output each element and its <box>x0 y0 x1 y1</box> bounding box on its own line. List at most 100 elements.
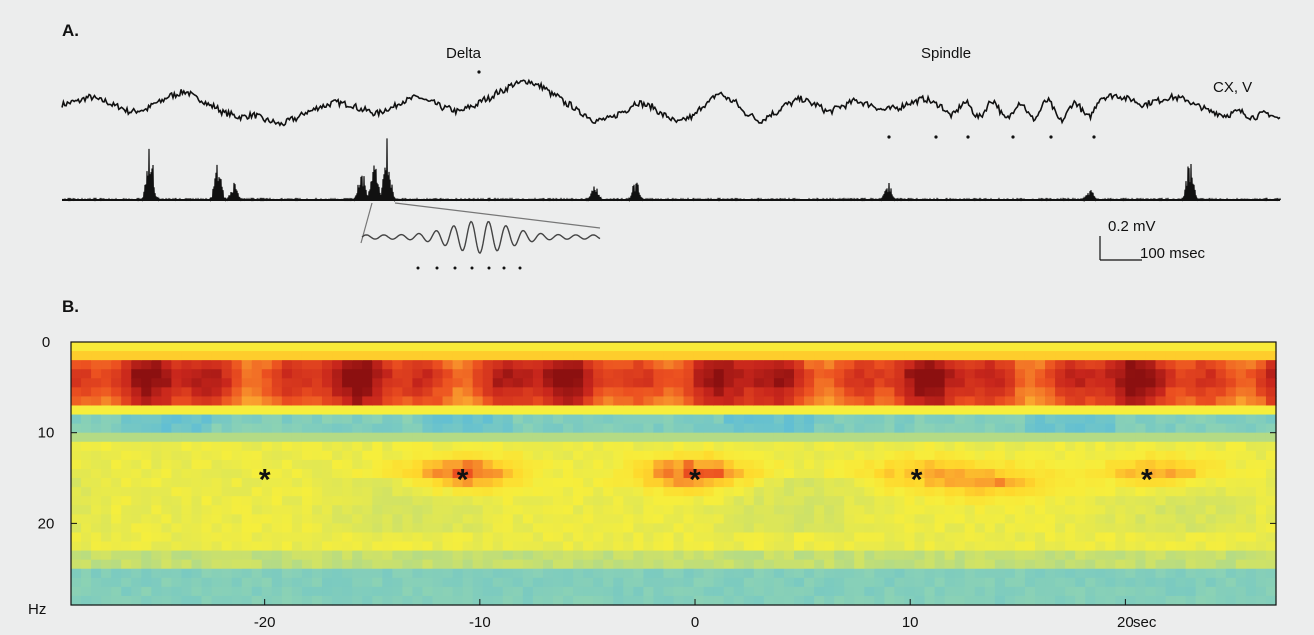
heatmap-cell <box>804 514 815 524</box>
heatmap-cell <box>653 378 665 388</box>
heatmap-cell <box>603 468 614 479</box>
heatmap-cell <box>904 459 916 470</box>
heatmap-cell <box>783 532 795 543</box>
heatmap-cell <box>1245 478 1257 488</box>
heatmap-cell <box>372 423 383 434</box>
heatmap-cell <box>402 441 414 452</box>
heatmap-cell <box>101 550 112 561</box>
heatmap-cell <box>261 577 273 588</box>
heatmap-cell <box>613 487 624 497</box>
heatmap-cell <box>221 369 233 379</box>
heatmap-cell <box>512 405 524 416</box>
heatmap-cell <box>563 396 574 407</box>
heatmap-cell <box>783 432 795 443</box>
heatmap-cell <box>944 414 956 425</box>
heatmap-cell <box>1035 423 1046 434</box>
heatmap-cell <box>1014 577 1026 588</box>
heatmap-cell <box>81 559 92 570</box>
heatmap-cell <box>653 396 665 407</box>
heatmap-cell <box>71 532 82 543</box>
heatmap-cell <box>1195 487 1207 497</box>
heatmap-cell <box>1175 532 1187 543</box>
heatmap-cell <box>1115 577 1126 588</box>
heatmap-cell <box>773 496 785 506</box>
heatmap-cell <box>723 441 735 452</box>
heatmap-cell <box>372 478 383 488</box>
heatmap-cell <box>422 441 434 452</box>
heatmap-cell <box>532 468 544 479</box>
heatmap-cell <box>894 459 906 470</box>
heatmap-cell <box>452 550 464 561</box>
heatmap-cell <box>91 577 102 588</box>
heatmap-cell <box>191 532 203 543</box>
heatmap-cell <box>291 441 303 452</box>
heatmap-cell <box>291 459 303 470</box>
heatmap-cell <box>1185 586 1197 597</box>
heatmap-cell <box>1245 432 1257 443</box>
heatmap-cell <box>1024 568 1036 579</box>
zoom-dot-1 <box>416 266 420 270</box>
heatmap-cell <box>884 468 896 479</box>
heatmap-cell <box>281 351 293 361</box>
heatmap-cell <box>472 423 484 434</box>
heatmap-cell <box>1175 595 1187 606</box>
heatmap-cell <box>161 369 173 379</box>
heatmap-cell <box>1265 505 1277 515</box>
heatmap-cell <box>804 378 815 388</box>
heatmap-cell <box>221 342 233 352</box>
heatmap-cell <box>1024 378 1036 388</box>
heatmap-cell <box>281 468 293 479</box>
heatmap-cell <box>573 414 584 425</box>
heatmap-cell <box>452 378 464 388</box>
heatmap-cell <box>1155 459 1167 470</box>
heatmap-cell <box>974 550 986 561</box>
heatmap-cell <box>1105 478 1116 488</box>
heatmap-cell <box>924 532 936 543</box>
heatmap-cell <box>623 450 634 461</box>
heatmap-cell <box>281 396 293 407</box>
heatmap-cell <box>904 342 916 352</box>
heatmap-cell <box>281 405 293 416</box>
heatmap-cell <box>643 541 655 552</box>
heatmap-cell <box>301 405 313 416</box>
heatmap-cell <box>934 342 946 352</box>
heatmap-cell <box>864 514 875 524</box>
heatmap-cell <box>382 405 393 416</box>
heatmap-cell <box>683 441 695 452</box>
heatmap-cell <box>171 351 183 361</box>
heatmap-cell <box>301 505 313 515</box>
heatmap-cell <box>783 369 795 379</box>
heatmap-cell <box>1095 559 1106 570</box>
heatmap-cell <box>221 559 233 570</box>
heatmap-cell <box>834 396 845 407</box>
heatmap-cell <box>593 432 604 443</box>
heatmap-cell <box>1245 423 1257 434</box>
heatmap-cell <box>251 387 263 398</box>
heatmap-cell <box>251 496 263 506</box>
heatmap-cell <box>773 550 785 561</box>
heatmap-cell <box>121 432 132 443</box>
heatmap-cell <box>1014 387 1026 398</box>
heatmap-cell <box>713 532 725 543</box>
heatmap-cell <box>834 505 845 515</box>
heatmap-cell <box>783 351 795 361</box>
heatmap-cell <box>794 478 805 488</box>
heatmap-cell <box>281 378 293 388</box>
heatmap-cell <box>804 414 815 425</box>
heatmap-cell <box>382 496 393 506</box>
heatmap-cell <box>1185 541 1197 552</box>
heatmap-cell <box>763 432 775 443</box>
heatmap-cell <box>392 577 403 588</box>
heatmap-cell <box>101 487 112 497</box>
heatmap-cell <box>1165 378 1177 388</box>
heatmap-cell <box>1155 586 1167 597</box>
heatmap-cell <box>934 586 946 597</box>
heatmap-cell <box>834 414 845 425</box>
heatmap-cell <box>1165 423 1177 434</box>
heatmap-cell <box>412 496 424 506</box>
heatmap-cell <box>141 541 152 552</box>
heatmap-cell <box>452 514 464 524</box>
heatmap-cell <box>723 559 735 570</box>
heatmap-cell <box>603 369 614 379</box>
heatmap-cell <box>563 523 574 534</box>
